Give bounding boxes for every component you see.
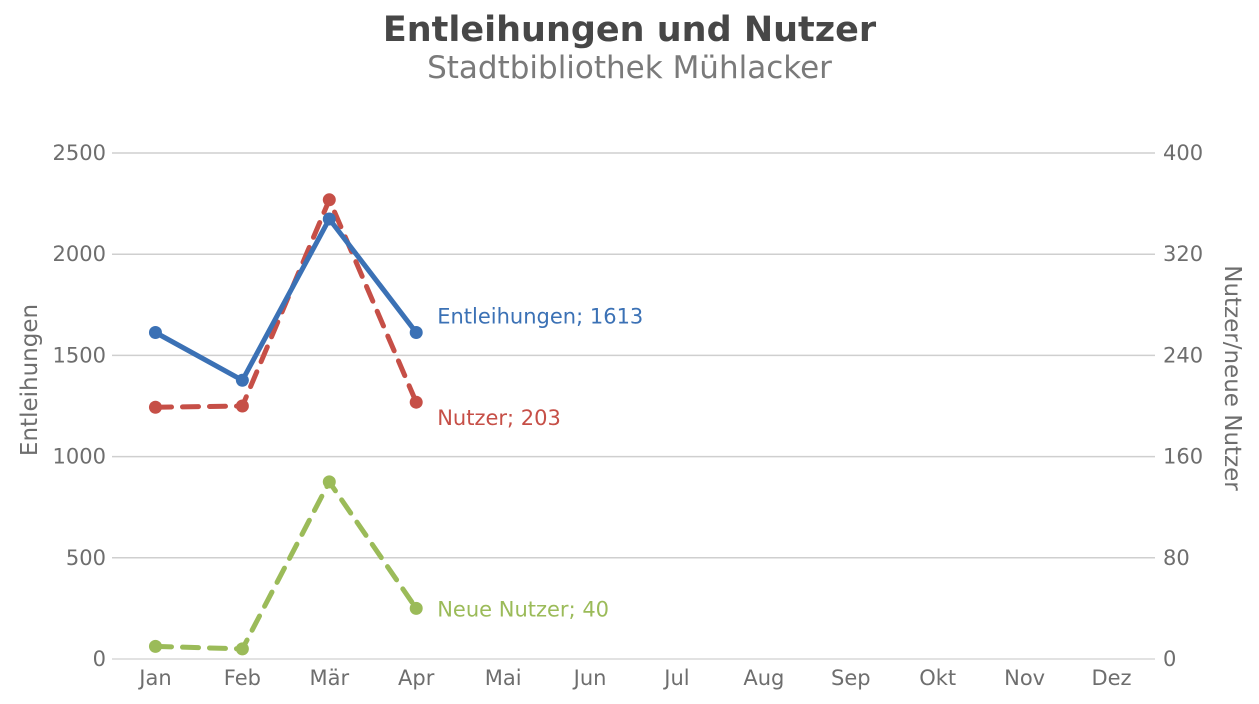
data-point [322, 193, 336, 207]
data-label: Entleihungen; 1613 [437, 305, 643, 329]
y-tick-label: 1500 [53, 343, 106, 367]
data-point [409, 395, 423, 409]
y-right-tick-label: 400 [1163, 141, 1203, 165]
y-tick-label: 500 [66, 546, 106, 570]
y-right-axis-title: Nutzer/neue Nutzer [1219, 265, 1245, 491]
chart-subtitle: Stadtbibliothek Mühlacker [427, 50, 832, 86]
x-tick-label: Mai [485, 666, 522, 690]
y-right-tick-label: 80 [1163, 546, 1190, 570]
chart-title: Entleihungen und Nutzer [382, 10, 877, 50]
x-tick-label: Jul [662, 666, 689, 690]
y-right-tick-label: 160 [1163, 445, 1203, 469]
x-tick-label: Aug [743, 666, 784, 690]
y-right-tick-label: 240 [1163, 343, 1203, 367]
y-axis-title: Entleihungen [17, 304, 43, 456]
data-point [322, 475, 336, 489]
y-right-tick-label: 320 [1163, 242, 1203, 266]
x-tick-label: Sep [831, 666, 871, 690]
data-point [148, 639, 162, 653]
data-point [322, 212, 336, 226]
x-tick-label: Mär [309, 666, 349, 690]
x-tick-label: Jun [572, 666, 607, 690]
y-tick-label: 1000 [53, 445, 106, 469]
y-tick-label: 2500 [53, 141, 106, 165]
data-point [409, 326, 423, 340]
y-tick-label: 2000 [53, 242, 106, 266]
series-line-neue-nutzer [153, 479, 419, 652]
x-tick-label: Nov [1004, 666, 1045, 690]
x-tick-label: Apr [398, 666, 435, 690]
x-tick-label: Dez [1091, 666, 1131, 690]
x-tick-label: Feb [224, 666, 261, 690]
data-point [235, 399, 249, 413]
x-tick-label: Okt [919, 666, 956, 690]
series-line-entleihungen [153, 216, 419, 383]
data-point [235, 642, 249, 656]
data-point [409, 601, 423, 615]
data-point [148, 400, 162, 414]
data-label: Neue Nutzer; 40 [437, 597, 609, 621]
y-right-tick-label: 0 [1163, 647, 1176, 671]
data-point [235, 373, 249, 387]
x-tick-label: Jan [137, 666, 171, 690]
data-label: Nutzer; 203 [437, 406, 561, 430]
data-point [148, 326, 162, 340]
y-tick-label: 0 [93, 647, 106, 671]
